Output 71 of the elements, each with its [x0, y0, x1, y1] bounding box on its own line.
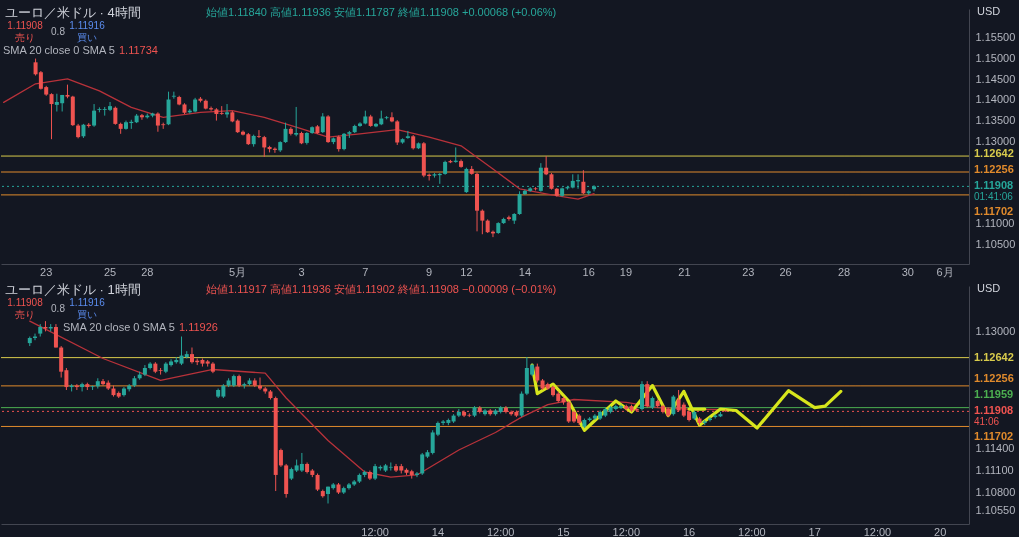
x-tick-label: 6月 [936, 265, 954, 278]
chart-title: ユーロ／米ドル · 4時間 [5, 5, 141, 20]
x-tick-label: 28 [837, 265, 851, 278]
annotation: 売り [15, 32, 35, 43]
x-tick-label: 12:00 [612, 525, 641, 538]
annotation: 1.11926 [179, 321, 218, 333]
text: USD [977, 282, 1001, 294]
y-tick-label: 1.10800 [975, 486, 1016, 499]
annotation: 1.11916 [69, 297, 106, 308]
annotation: 1.11734 [119, 44, 158, 56]
x-tick-label: 19 [619, 265, 633, 278]
ref-line-label: 1.12642 [974, 350, 1014, 363]
x-tick-label: 23 [742, 265, 755, 278]
x-tick-label: 14 [431, 525, 445, 538]
x-tick-label: 17 [808, 525, 821, 538]
y-tick-label: 1.13000 [975, 324, 1016, 337]
ref-line-label: 1.11908 [974, 404, 1014, 417]
x-tick-label: 12 [460, 265, 473, 278]
annotation: 売り [15, 309, 35, 320]
y-tick-label: 1.10550 [975, 504, 1016, 517]
x-tick-label: 12:00 [361, 525, 389, 538]
text: 01:41:06 [974, 190, 1014, 202]
y-tick-label: 1.11000 [975, 217, 1015, 230]
x-tick-label: 7 [362, 265, 369, 278]
annotation: 1.11908 [7, 297, 44, 308]
x-tick-label: 30 [901, 265, 914, 278]
text: 41:06 [974, 415, 1000, 427]
x-tick-label: 16 [582, 265, 595, 278]
y-tick-label: 1.11400 [975, 442, 1015, 455]
chart-subtitle: 始値1.11840 高値1.11936 安値1.11787 終値1.11908 +0.00068 (+0.06%) [206, 6, 557, 18]
y-tick-label: 1.10500 [975, 238, 1016, 251]
annotation: 買い [77, 309, 97, 320]
text: USD [977, 5, 1001, 17]
chart-title: ユーロ／米ドル · 1時間 [5, 282, 141, 297]
x-tick-label: 16 [682, 525, 696, 538]
ref-line-label: 1.11959 [974, 388, 1014, 401]
annotation: SMA 20 close 0 SMA 5 [3, 44, 115, 56]
ref-line-label: 1.12256 [974, 372, 1014, 385]
y-tick-label: 1.15000 [975, 52, 1016, 65]
x-tick-label: 25 [103, 265, 117, 278]
x-tick-label: 20 [934, 525, 947, 538]
y-tick-label: 1.13000 [975, 134, 1016, 147]
y-tick-label: 1.11100 [975, 464, 1014, 477]
x-tick-label: 15 [557, 525, 570, 538]
ref-line-label: 1.11702 [974, 205, 1014, 218]
chart-subtitle: 始値1.11917 高値1.11936 安値1.11902 終値1.11908 −0.00009 (−0.01%) [206, 283, 557, 295]
annotation: 買い [77, 32, 97, 43]
x-tick-label: 5月 [229, 265, 247, 278]
x-tick-label: 3 [298, 265, 305, 278]
x-tick-label: 12:00 [738, 525, 766, 538]
y-tick-label: 1.14500 [975, 72, 1016, 85]
x-tick-label: 12:00 [863, 525, 892, 538]
annotation: 0.8 [51, 303, 66, 314]
annotation: 1.11908 [7, 20, 44, 31]
annotation: SMA 20 close 0 SMA 5 [63, 321, 175, 333]
ref-line-label: 1.11702 [974, 430, 1014, 443]
x-tick-label: 23 [40, 265, 53, 278]
annotation: 1.11916 [69, 20, 106, 31]
ref-line-label: 1.12642 [974, 147, 1014, 160]
ref-line-label: 1.11908 [974, 179, 1014, 192]
y-tick-label: 1.15500 [975, 31, 1016, 44]
y-tick-label: 1.13500 [975, 114, 1016, 127]
x-tick-label: 28 [141, 265, 154, 278]
x-tick-label: 12:00 [486, 525, 515, 538]
x-tick-label: 14 [518, 265, 532, 278]
y-tick-label: 1.14000 [975, 93, 1016, 106]
ref-line-label: 1.12256 [974, 163, 1014, 176]
x-tick-label: 21 [678, 265, 691, 278]
x-tick-label: 9 [426, 265, 433, 278]
x-tick-label: 26 [779, 265, 792, 278]
annotation: 0.8 [51, 26, 66, 37]
